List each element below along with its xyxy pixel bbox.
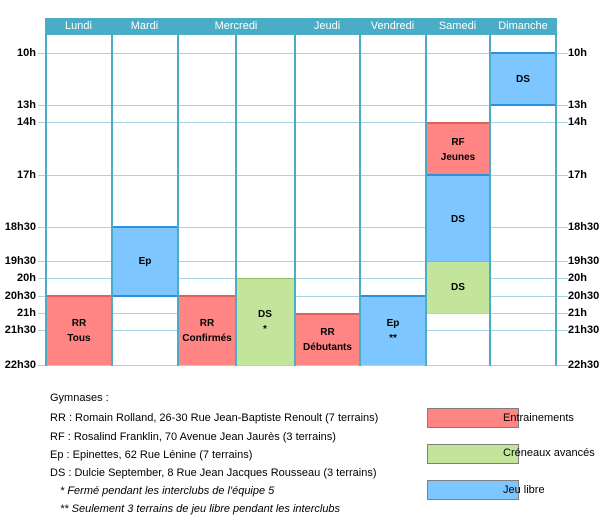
gridline-17h bbox=[38, 175, 568, 176]
block-jeudi-rr: RR Débutants bbox=[295, 313, 360, 365]
time-label-left-10h: 10h bbox=[17, 47, 36, 59]
legend-swatch-creneaux-avances bbox=[427, 444, 519, 464]
legend-swatch-jeu-libre bbox=[427, 480, 519, 500]
time-label-left-18h30: 18h30 bbox=[4, 221, 36, 233]
time-label-left-20h: 20h bbox=[17, 272, 36, 284]
block-mardi-ep: Ep bbox=[112, 226, 178, 297]
gridline-14h bbox=[38, 122, 568, 123]
gymnase-ep: Ep : Epinettes, 62 Rue Lénine (7 terrain… bbox=[50, 449, 253, 461]
block-mercredi-rr: RR Confirmés bbox=[178, 295, 236, 365]
vline-5 bbox=[359, 18, 361, 366]
block-mercredi-rr-group: Confirmés bbox=[182, 333, 232, 344]
header-jeudi: Jeudi bbox=[295, 18, 359, 35]
time-label-right-17h: 17h bbox=[568, 169, 587, 181]
gymnase-ds: DS : Dulcie September, 8 Rue Jean Jacque… bbox=[50, 467, 377, 479]
gridline-18h30 bbox=[38, 227, 568, 228]
time-label-right-18h30: 18h30 bbox=[568, 221, 600, 233]
time-label-right-21h: 21h bbox=[568, 307, 587, 319]
block-dimanche-ds: DS bbox=[490, 52, 556, 106]
header-lundi: Lundi bbox=[46, 18, 111, 35]
gridline-20h30 bbox=[38, 296, 568, 297]
block-jeudi-rr-code: RR bbox=[320, 327, 335, 338]
block-samedi-rf-group: Jeunes bbox=[440, 151, 476, 163]
time-label-right-20h: 20h bbox=[568, 272, 587, 284]
block-mercredi-ds: DS * bbox=[236, 278, 294, 365]
header-samedi: Samedi bbox=[426, 18, 489, 35]
block-samedi-ds-avance: DS bbox=[426, 261, 490, 313]
note-single-asterisk: * Fermé pendant les interclubs de l'équi… bbox=[60, 485, 275, 497]
time-label-left-17h: 17h bbox=[17, 169, 36, 181]
gridline-20h bbox=[38, 278, 568, 279]
header-vendredi: Vendredi bbox=[360, 18, 425, 35]
legend-label-jeu-libre: Jeu libre bbox=[503, 484, 545, 496]
legend-label-creneaux-avances: Créneaux avancés bbox=[503, 447, 595, 459]
time-label-right-20h30: 20h30 bbox=[568, 290, 600, 302]
gridline-10h bbox=[38, 53, 568, 54]
legend-swatch-entrainements bbox=[427, 408, 519, 428]
time-label-right-19h30: 19h30 bbox=[568, 255, 600, 267]
header-mardi: Mardi bbox=[112, 18, 177, 35]
block-jeudi-rr-group: Débutants bbox=[303, 342, 352, 353]
time-label-left-14h: 14h bbox=[17, 116, 36, 128]
block-lundi-rr: RR Tous bbox=[46, 295, 112, 365]
block-vendredi-ep-note: ** bbox=[389, 333, 397, 344]
time-label-left-21h30: 21h30 bbox=[4, 324, 36, 336]
time-label-left-21h: 21h bbox=[17, 307, 36, 319]
block-samedi-ds-libre: DS bbox=[426, 174, 490, 262]
time-label-left-19h30: 19h30 bbox=[4, 255, 36, 267]
block-mercredi-ds-note: * bbox=[263, 324, 267, 335]
vline-1 bbox=[111, 18, 113, 366]
time-label-right-22h30: 22h30 bbox=[568, 359, 600, 371]
time-label-right-14h: 14h bbox=[568, 116, 587, 128]
time-label-left-13h: 13h bbox=[17, 99, 36, 111]
vline-7 bbox=[489, 18, 491, 366]
header-mercredi: Mercredi bbox=[178, 18, 294, 35]
vline-6 bbox=[425, 18, 427, 366]
gymnases-title: Gymnases : bbox=[50, 392, 109, 404]
block-vendredi-ep-code: Ep bbox=[386, 318, 400, 329]
gridline-13h bbox=[38, 105, 568, 106]
gymnase-rf: RF : Rosalind Franklin, 70 Avenue Jean J… bbox=[50, 431, 336, 443]
block-dimanche-ds-code: DS bbox=[516, 73, 530, 85]
block-lundi-rr-group: Tous bbox=[67, 333, 91, 344]
time-label-left-20h30: 20h30 bbox=[4, 290, 36, 302]
vline-4 bbox=[294, 18, 296, 366]
time-label-left-22h30: 22h30 bbox=[4, 359, 36, 371]
block-mardi-ep-code: Ep bbox=[138, 256, 152, 267]
block-lundi-rr-code: RR bbox=[71, 318, 87, 329]
time-label-right-21h30: 21h30 bbox=[568, 324, 600, 336]
header-dimanche: Dimanche bbox=[490, 18, 556, 35]
note-double-asterisk: ** Seulement 3 terrains de jeu libre pen… bbox=[60, 503, 341, 515]
block-samedi-ds-avance-code: DS bbox=[451, 282, 465, 293]
vline-8 bbox=[555, 18, 557, 366]
gridline-22h30 bbox=[38, 365, 568, 366]
block-mercredi-ds-code: DS bbox=[258, 309, 272, 320]
gridline-19h30 bbox=[38, 261, 568, 262]
block-mercredi-rr-code: RR bbox=[199, 318, 215, 329]
time-label-right-13h: 13h bbox=[568, 99, 587, 111]
vline-3 bbox=[235, 35, 237, 366]
time-label-right-10h: 10h bbox=[568, 47, 587, 59]
legend-label-entrainements: Entrainements bbox=[503, 412, 574, 424]
block-samedi-rf: RF Jeunes bbox=[426, 122, 490, 175]
vline-0 bbox=[45, 18, 47, 366]
vline-2 bbox=[177, 18, 179, 366]
block-vendredi-ep: Ep ** bbox=[360, 295, 426, 365]
gymnase-rr: RR : Romain Rolland, 26-30 Rue Jean-Bapt… bbox=[50, 412, 379, 424]
block-samedi-rf-code: RF bbox=[451, 136, 465, 148]
block-samedi-ds-libre-code: DS bbox=[451, 213, 465, 225]
